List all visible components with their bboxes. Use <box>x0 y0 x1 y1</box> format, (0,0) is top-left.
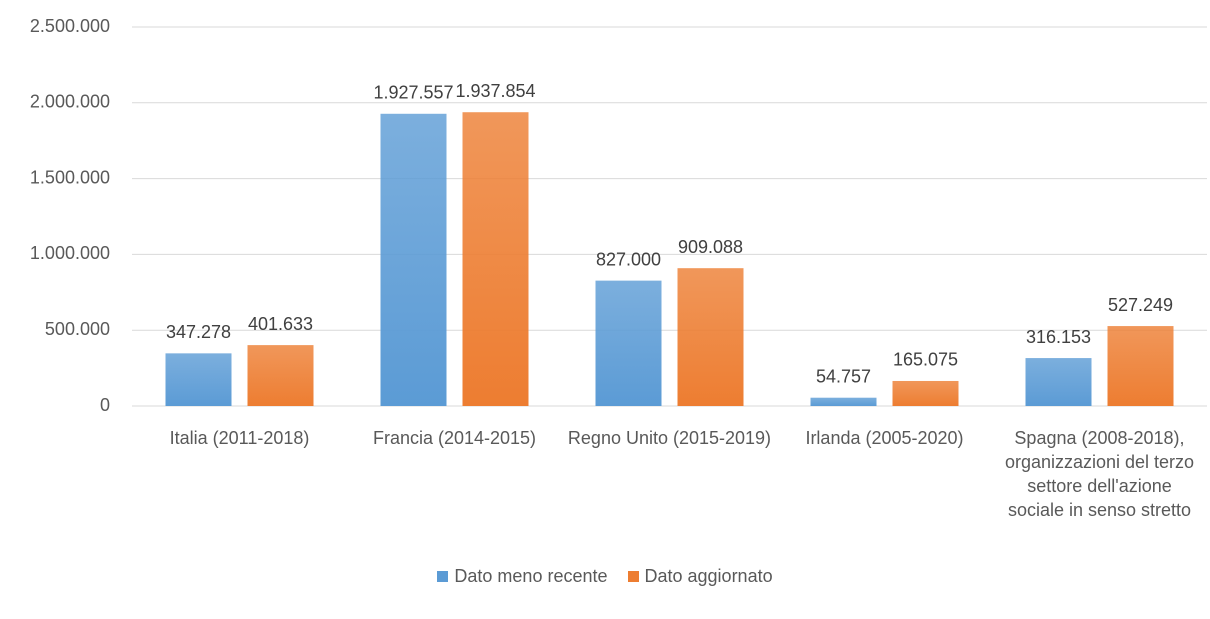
data-label: 401.633 <box>248 314 313 334</box>
legend-label: Dato meno recente <box>454 566 608 586</box>
bar <box>595 280 662 406</box>
bar <box>1107 326 1174 406</box>
bar <box>1025 358 1092 406</box>
legend-swatch <box>437 571 449 582</box>
x-tick-label: Spagna (2008-2018), organizzazioni del t… <box>1004 428 1195 520</box>
x-tick-label: Regno Unito (2015-2019) <box>567 428 772 448</box>
legend: Dato meno recente Dato aggiornato <box>0 566 1210 587</box>
bar <box>380 113 447 407</box>
data-label: 1.937.854 <box>455 81 535 101</box>
bar <box>247 345 314 406</box>
bar <box>810 397 877 406</box>
y-tick-label: 500.000 <box>45 319 110 339</box>
bar <box>462 112 529 406</box>
bar <box>165 353 232 406</box>
x-tick-label: Francia (2014-2015) <box>372 428 537 448</box>
data-label: 827.000 <box>596 249 661 269</box>
legend-swatch <box>627 571 639 582</box>
legend-item: Dato aggiornato <box>627 566 773 587</box>
data-label: 909.088 <box>678 237 743 257</box>
y-tick-label: 1.500.000 <box>30 167 110 187</box>
y-tick-label: 2.500.000 <box>30 16 110 36</box>
y-tick-label: 1.000.000 <box>30 243 110 263</box>
legend-item: Dato meno recente <box>437 566 608 587</box>
data-label: 527.249 <box>1108 295 1173 315</box>
x-tick-label: Italia (2011-2018) <box>169 428 310 448</box>
data-label: 316.153 <box>1026 327 1091 347</box>
data-label: 165.075 <box>893 350 958 370</box>
data-label: 347.278 <box>166 322 231 342</box>
bar <box>677 268 744 406</box>
legend-label: Dato aggiornato <box>644 566 773 586</box>
bar <box>892 380 959 406</box>
data-label: 54.757 <box>816 366 871 386</box>
y-tick-label: 0 <box>100 395 110 415</box>
y-tick-label: 2.000.000 <box>30 92 110 112</box>
x-tick-label: Irlanda (2005-2020) <box>805 428 964 448</box>
data-label: 1.927.557 <box>373 83 453 103</box>
